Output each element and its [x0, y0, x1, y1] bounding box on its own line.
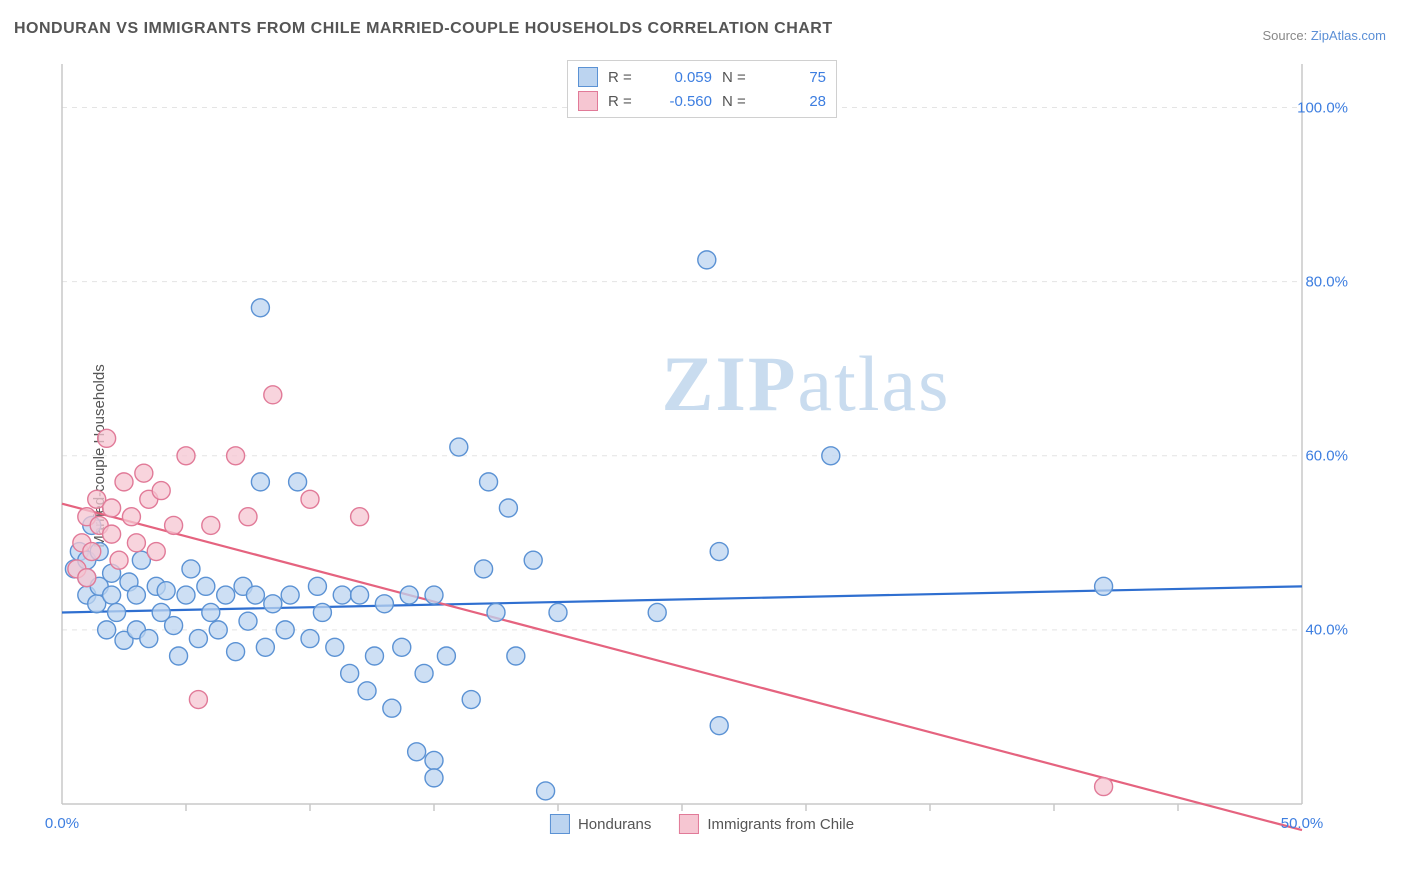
source-link[interactable]: ZipAtlas.com [1311, 28, 1386, 43]
plot-area: R = 0.059 N = 75 R = -0.560 N = 28 ZIPat… [52, 56, 1352, 836]
legend-swatch-hondurans [550, 814, 570, 834]
r-value-chile: -0.560 [652, 93, 712, 110]
source-prefix: Source: [1262, 28, 1310, 43]
chart-container: Married-couple Households R = 0.059 N = … [0, 56, 1406, 856]
correlation-legend: R = 0.059 N = 75 R = -0.560 N = 28 [567, 60, 837, 118]
legend-swatch-hondurans [578, 67, 598, 87]
n-value-chile: 28 [766, 93, 826, 110]
legend-row-chile: R = -0.560 N = 28 [578, 89, 826, 113]
n-label: N = [722, 69, 756, 86]
scatter-plot-svg [52, 56, 1352, 836]
r-label: R = [608, 69, 642, 86]
r-value-hondurans: 0.059 [652, 69, 712, 86]
y-tick: 40.0% [1305, 621, 1348, 638]
n-label: N = [722, 93, 756, 110]
y-tick: 80.0% [1305, 273, 1348, 290]
legend-swatch-chile [679, 814, 699, 834]
source-attribution: Source: ZipAtlas.com [1262, 28, 1386, 43]
legend-swatch-chile [578, 91, 598, 111]
chart-title: HONDURAN VS IMMIGRANTS FROM CHILE MARRIE… [14, 20, 833, 38]
x-tick-right: 50.0% [1281, 815, 1324, 832]
y-tick: 100.0% [1297, 99, 1348, 116]
y-tick: 60.0% [1305, 447, 1348, 464]
x-tick-left: 0.0% [45, 815, 79, 832]
n-value-hondurans: 75 [766, 69, 826, 86]
r-label: R = [608, 93, 642, 110]
series-label-hondurans: Hondurans [578, 816, 651, 833]
legend-row-hondurans: R = 0.059 N = 75 [578, 65, 826, 89]
series-legend: Hondurans Immigrants from Chile [550, 814, 854, 834]
legend-item-chile: Immigrants from Chile [679, 814, 854, 834]
legend-item-hondurans: Hondurans [550, 814, 651, 834]
series-label-chile: Immigrants from Chile [707, 816, 854, 833]
